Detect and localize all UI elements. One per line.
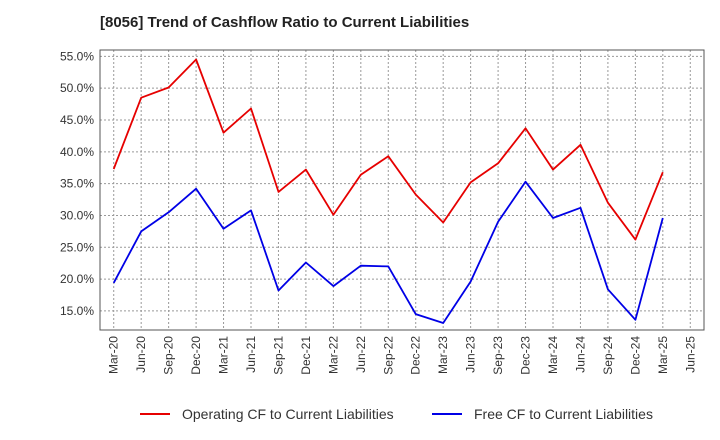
x-tick-label: Jun-21: [244, 336, 258, 373]
x-tick-label: Jun-23: [464, 336, 478, 373]
y-tick-label: 40.0%: [60, 145, 94, 159]
series-lines: [112, 58, 664, 324]
y-tick-label: 45.0%: [60, 113, 94, 127]
y-tick-label: 35.0%: [60, 177, 94, 191]
y-tick-label: 25.0%: [60, 240, 94, 254]
x-tick-label: Dec-22: [409, 336, 423, 375]
grid: [100, 50, 704, 330]
x-tick-label: Jun-20: [134, 336, 148, 373]
x-tick-label: Jun-25: [683, 336, 697, 373]
x-tick-label: Dec-20: [189, 336, 203, 375]
x-tick-label: Mar-22: [326, 336, 340, 374]
x-tick-label: Mar-21: [217, 336, 231, 374]
y-tick-label: 30.0%: [60, 208, 94, 222]
x-tick-label: Sep-22: [381, 336, 395, 375]
x-tick-label: Sep-24: [601, 336, 615, 375]
x-tick-label: Sep-21: [271, 336, 285, 375]
legend-label: Free CF to Current Liabilities: [474, 406, 653, 422]
x-tick-label: Sep-23: [491, 336, 505, 375]
x-tick-label: Sep-20: [162, 336, 176, 375]
x-tick-label: Dec-24: [628, 336, 642, 375]
x-tick-label: Mar-20: [107, 336, 121, 374]
x-tick-label: Mar-23: [436, 336, 450, 374]
y-tick-label: 50.0%: [60, 81, 94, 95]
y-tick-label: 20.0%: [60, 272, 94, 286]
x-tick-label: Jun-22: [354, 336, 368, 373]
series-line-free-cf: [112, 180, 664, 324]
legend-label: Operating CF to Current Liabilities: [182, 406, 394, 422]
x-tick-label: Mar-25: [656, 336, 670, 374]
series-line-operating-cf: [112, 58, 664, 241]
plot-area: [99, 49, 705, 331]
y-tick-label: 55.0%: [60, 49, 94, 63]
x-tick-label: Dec-23: [519, 336, 533, 375]
x-tick-label: Mar-24: [546, 336, 560, 374]
x-tick-label: Dec-21: [299, 336, 313, 375]
y-axis-ticks: 15.0% 20.0% 25.0% 30.0% 35.0% 40.0% 45.0% 50.0%…: [60, 49, 94, 318]
x-axis-ticks: Mar-20 Jun-20 Sep-20 Dec-20 Mar-21 Jun-21 Sep-…: [107, 336, 698, 375]
x-tick-label: Jun-24: [573, 336, 587, 373]
chart-title: [8056] Trend of Cashflow Ratio to Curren…: [100, 14, 470, 31]
y-tick-label: 15.0%: [60, 304, 94, 318]
legend: Operating CF to Current Liabilities Free …: [140, 406, 653, 422]
